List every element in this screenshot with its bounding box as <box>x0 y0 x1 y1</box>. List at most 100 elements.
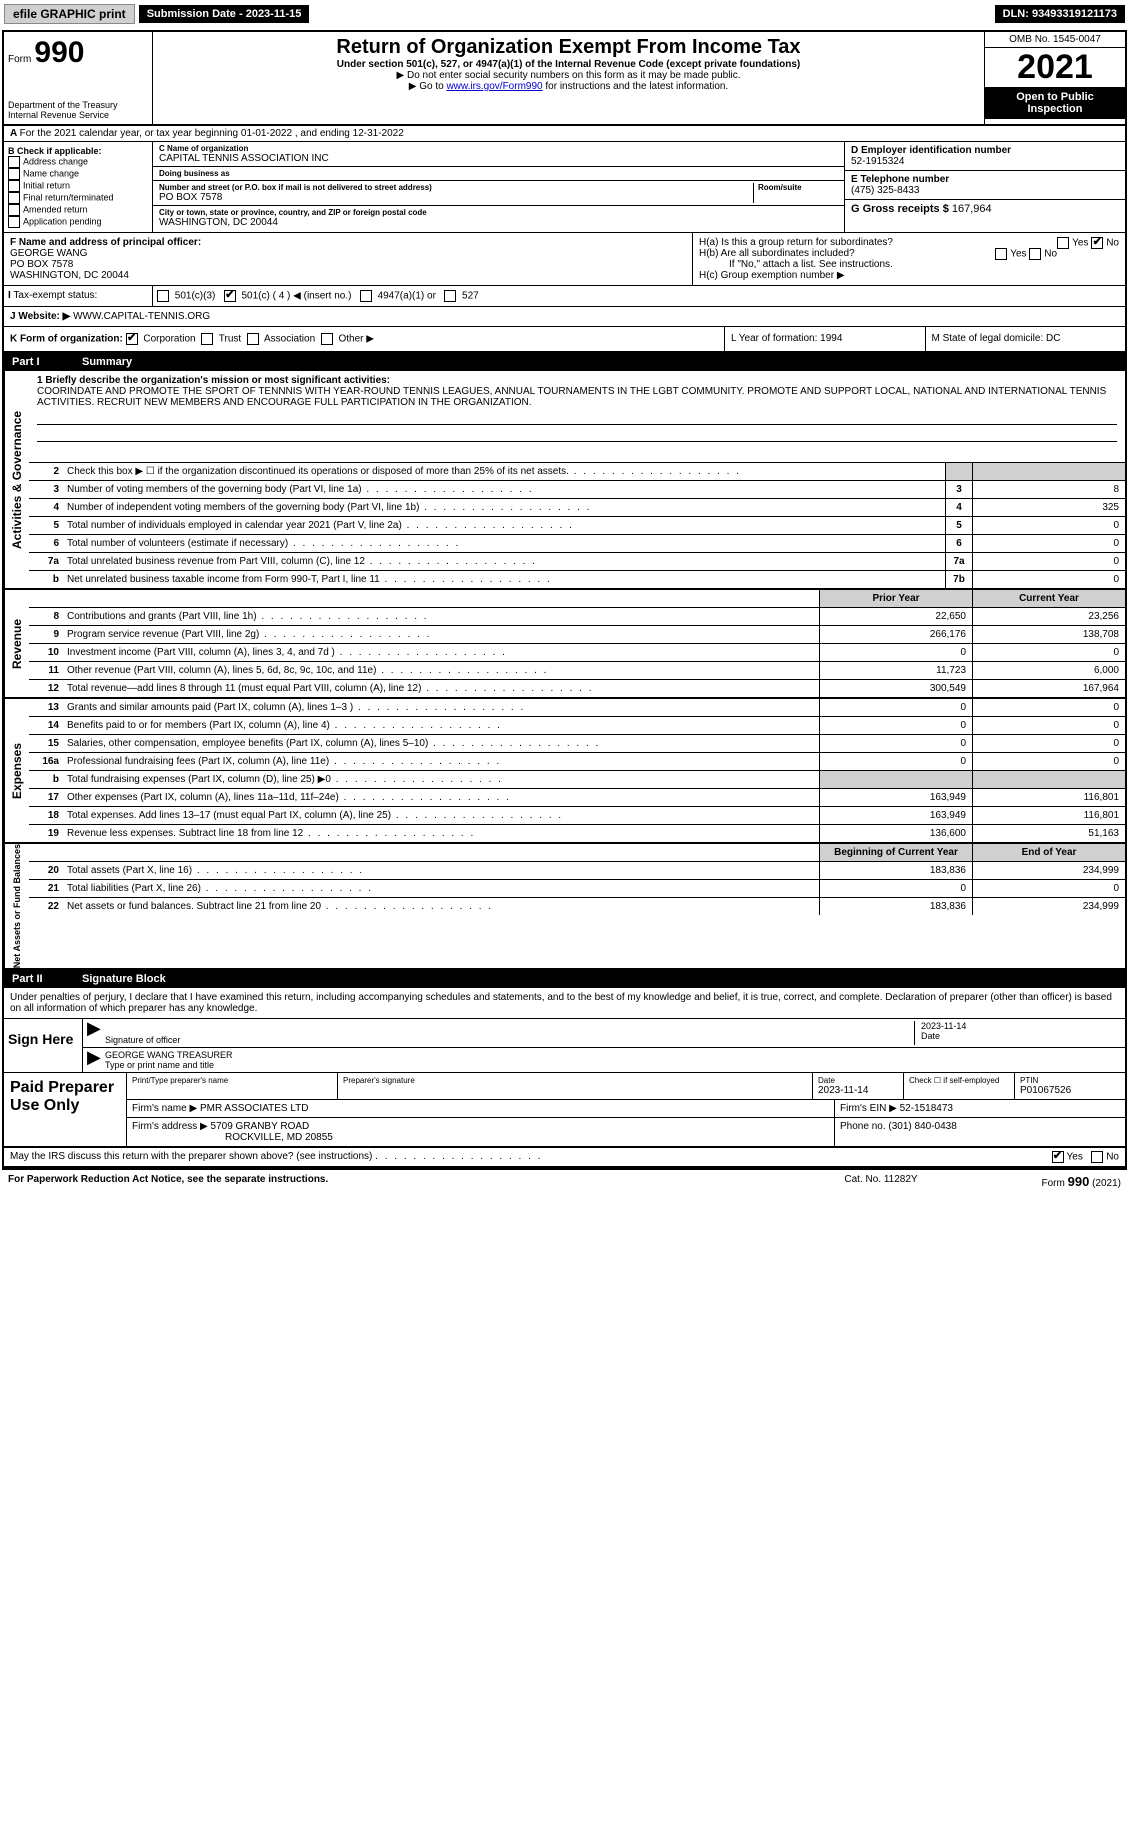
city-label: City or town, state or province, country… <box>159 208 838 217</box>
ha-label: H(a) Is this a group return for subordin… <box>699 237 893 248</box>
prior-year-hdr: Prior Year <box>819 590 972 607</box>
chk-final[interactable] <box>8 192 20 204</box>
sig-date-val: 2023-11-14 <box>921 1021 1121 1031</box>
form-number: 990 <box>34 36 84 69</box>
chk-amended[interactable] <box>8 204 20 216</box>
header-mid: Return of Organization Exempt From Incom… <box>153 32 984 124</box>
firm-addr2: ROCKVILLE, MD 20855 <box>132 1132 829 1143</box>
hb-label: H(b) Are all subordinates included? <box>699 248 855 259</box>
discuss-no-chk[interactable] <box>1091 1151 1103 1163</box>
line-8: 8Contributions and grants (Part VIII, li… <box>29 608 1125 626</box>
form-footer: Form 990 (2021) <box>961 1174 1121 1189</box>
hb-yes-label: Yes <box>1010 249 1026 260</box>
officer-name: GEORGE WANG <box>10 248 686 259</box>
ptin-value: P01067526 <box>1020 1085 1120 1096</box>
form-note1: ▶ Do not enter social security numbers o… <box>157 70 980 81</box>
website-value: WWW.CAPITAL-TENNIS.ORG <box>73 311 210 322</box>
room-label: Room/suite <box>758 183 838 192</box>
prep-h3: Date <box>818 1076 898 1085</box>
hb-yes[interactable] <box>995 248 1007 260</box>
efile-badge: efile GRAPHIC print <box>4 4 135 24</box>
hb-no[interactable] <box>1029 248 1041 260</box>
line-11: 11Other revenue (Part VIII, column (A), … <box>29 662 1125 680</box>
line-9: 9Program service revenue (Part VIII, lin… <box>29 626 1125 644</box>
k-assoc: Association <box>264 334 315 345</box>
section-m: M State of legal domicile: DC <box>926 327 1126 351</box>
fh-row: F Name and address of principal officer:… <box>4 233 1125 286</box>
form-prefix: Form <box>8 54 31 65</box>
part1-header: Part I Summary <box>4 353 1125 371</box>
chk-4947[interactable] <box>360 290 372 302</box>
side-governance: Activities & Governance <box>4 371 29 588</box>
b-item-5: Application pending <box>23 216 102 226</box>
dba-label: Doing business as <box>159 169 838 178</box>
officer-print-name: GEORGE WANG TREASURER <box>105 1050 1121 1060</box>
ha-yes[interactable] <box>1057 237 1069 249</box>
line-13: 13Grants and similar amounts paid (Part … <box>29 699 1125 717</box>
side-expenses: Expenses <box>4 699 29 842</box>
b-item-3: Final return/terminated <box>23 192 114 202</box>
chk-initial[interactable] <box>8 180 20 192</box>
chk-501c[interactable] <box>224 290 236 302</box>
discuss-no: No <box>1106 1152 1119 1163</box>
chk-address[interactable] <box>8 156 20 168</box>
gov-line-b: bNet unrelated business taxable income f… <box>29 571 1125 588</box>
dln: DLN: 93493319121173 <box>995 5 1125 23</box>
sig-date-label: Date <box>921 1031 1121 1041</box>
gross-receipts: 167,964 <box>952 203 992 215</box>
section-c: C Name of organization CAPITAL TENNIS AS… <box>153 142 844 232</box>
expenses-section: Expenses 13Grants and similar amounts pa… <box>4 699 1125 844</box>
k-corp: Corporation <box>143 334 195 345</box>
mission-box: 1 Briefly describe the organization's mi… <box>29 371 1125 463</box>
paid-label: Paid Preparer Use Only <box>4 1073 127 1146</box>
chk-assoc[interactable] <box>247 333 259 345</box>
section-l: L Year of formation: 1994 <box>725 327 926 351</box>
form-header: Form 990 Department of the Treasury Inte… <box>4 32 1125 126</box>
phone-value: (475) 325-8433 <box>851 185 1119 196</box>
line-14: 14Benefits paid to or for members (Part … <box>29 717 1125 735</box>
line-20: 20Total assets (Part X, line 16)183,8362… <box>29 862 1125 880</box>
chk-trust[interactable] <box>201 333 213 345</box>
end-year-hdr: End of Year <box>972 844 1125 861</box>
j-row: J Website: ▶ WWW.CAPITAL-TENNIS.ORG <box>4 307 1125 327</box>
b-label: B Check if applicable: <box>8 146 148 156</box>
arrow-icon: ▶ <box>87 1021 105 1045</box>
net-header-row: Beginning of Current Year End of Year <box>29 844 1125 862</box>
chk-other[interactable] <box>321 333 333 345</box>
g-label: G Gross receipts $ <box>851 203 949 215</box>
b-item-4: Amended return <box>23 204 88 214</box>
k-other: Other ▶ <box>338 334 373 345</box>
chk-501c3[interactable] <box>157 290 169 302</box>
gov-line-6: 6Total number of volunteers (estimate if… <box>29 535 1125 553</box>
ha-no[interactable] <box>1091 237 1103 249</box>
opt-4947: 4947(a)(1) or <box>378 291 436 302</box>
firm-name-label: Firm's name ▶ <box>132 1103 197 1114</box>
line-16a: 16aProfessional fundraising fees (Part I… <box>29 753 1125 771</box>
chk-527[interactable] <box>444 290 456 302</box>
chk-corp[interactable] <box>126 333 138 345</box>
firm-phone: (301) 840-0438 <box>888 1121 956 1132</box>
page-footer: For Paperwork Reduction Act Notice, see … <box>0 1172 1129 1191</box>
governance-section: Activities & Governance 1 Briefly descri… <box>4 371 1125 590</box>
dept-treasury: Department of the Treasury <box>8 100 148 110</box>
line-10: 10Investment income (Part VIII, column (… <box>29 644 1125 662</box>
form-note2: ▶ Go to www.irs.gov/Form990 for instruct… <box>157 81 980 92</box>
opt-501c3: 501(c)(3) <box>175 291 216 302</box>
hc-label: H(c) Group exemption number ▶ <box>699 270 1119 281</box>
line-b: bTotal fundraising expenses (Part IX, co… <box>29 771 1125 789</box>
part2-header: Part II Signature Block <box>4 970 1125 988</box>
k-label: K Form of organization: <box>10 334 123 345</box>
street-value: PO BOX 7578 <box>159 192 753 203</box>
side-net: Net Assets or Fund Balances <box>4 844 29 968</box>
form-page: Form 990 Department of the Treasury Inte… <box>2 30 1127 1170</box>
discuss-yes-chk[interactable] <box>1052 1151 1064 1163</box>
discuss-yes: Yes <box>1067 1152 1083 1163</box>
sig-officer-label: Signature of officer <box>105 1035 914 1045</box>
section-k: K Form of organization: Corporation Trus… <box>4 327 724 351</box>
discuss-row: May the IRS discuss this return with the… <box>4 1147 1125 1168</box>
irs-link[interactable]: www.irs.gov/Form990 <box>446 81 542 92</box>
chk-pending[interactable] <box>8 216 20 228</box>
chk-name[interactable] <box>8 168 20 180</box>
part1-title: Summary <box>82 356 132 368</box>
dept-irs: Internal Revenue Service <box>8 110 148 120</box>
